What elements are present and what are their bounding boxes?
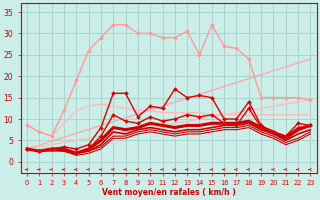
X-axis label: Vent moyen/en rafales ( km/h ): Vent moyen/en rafales ( km/h )	[102, 188, 236, 197]
